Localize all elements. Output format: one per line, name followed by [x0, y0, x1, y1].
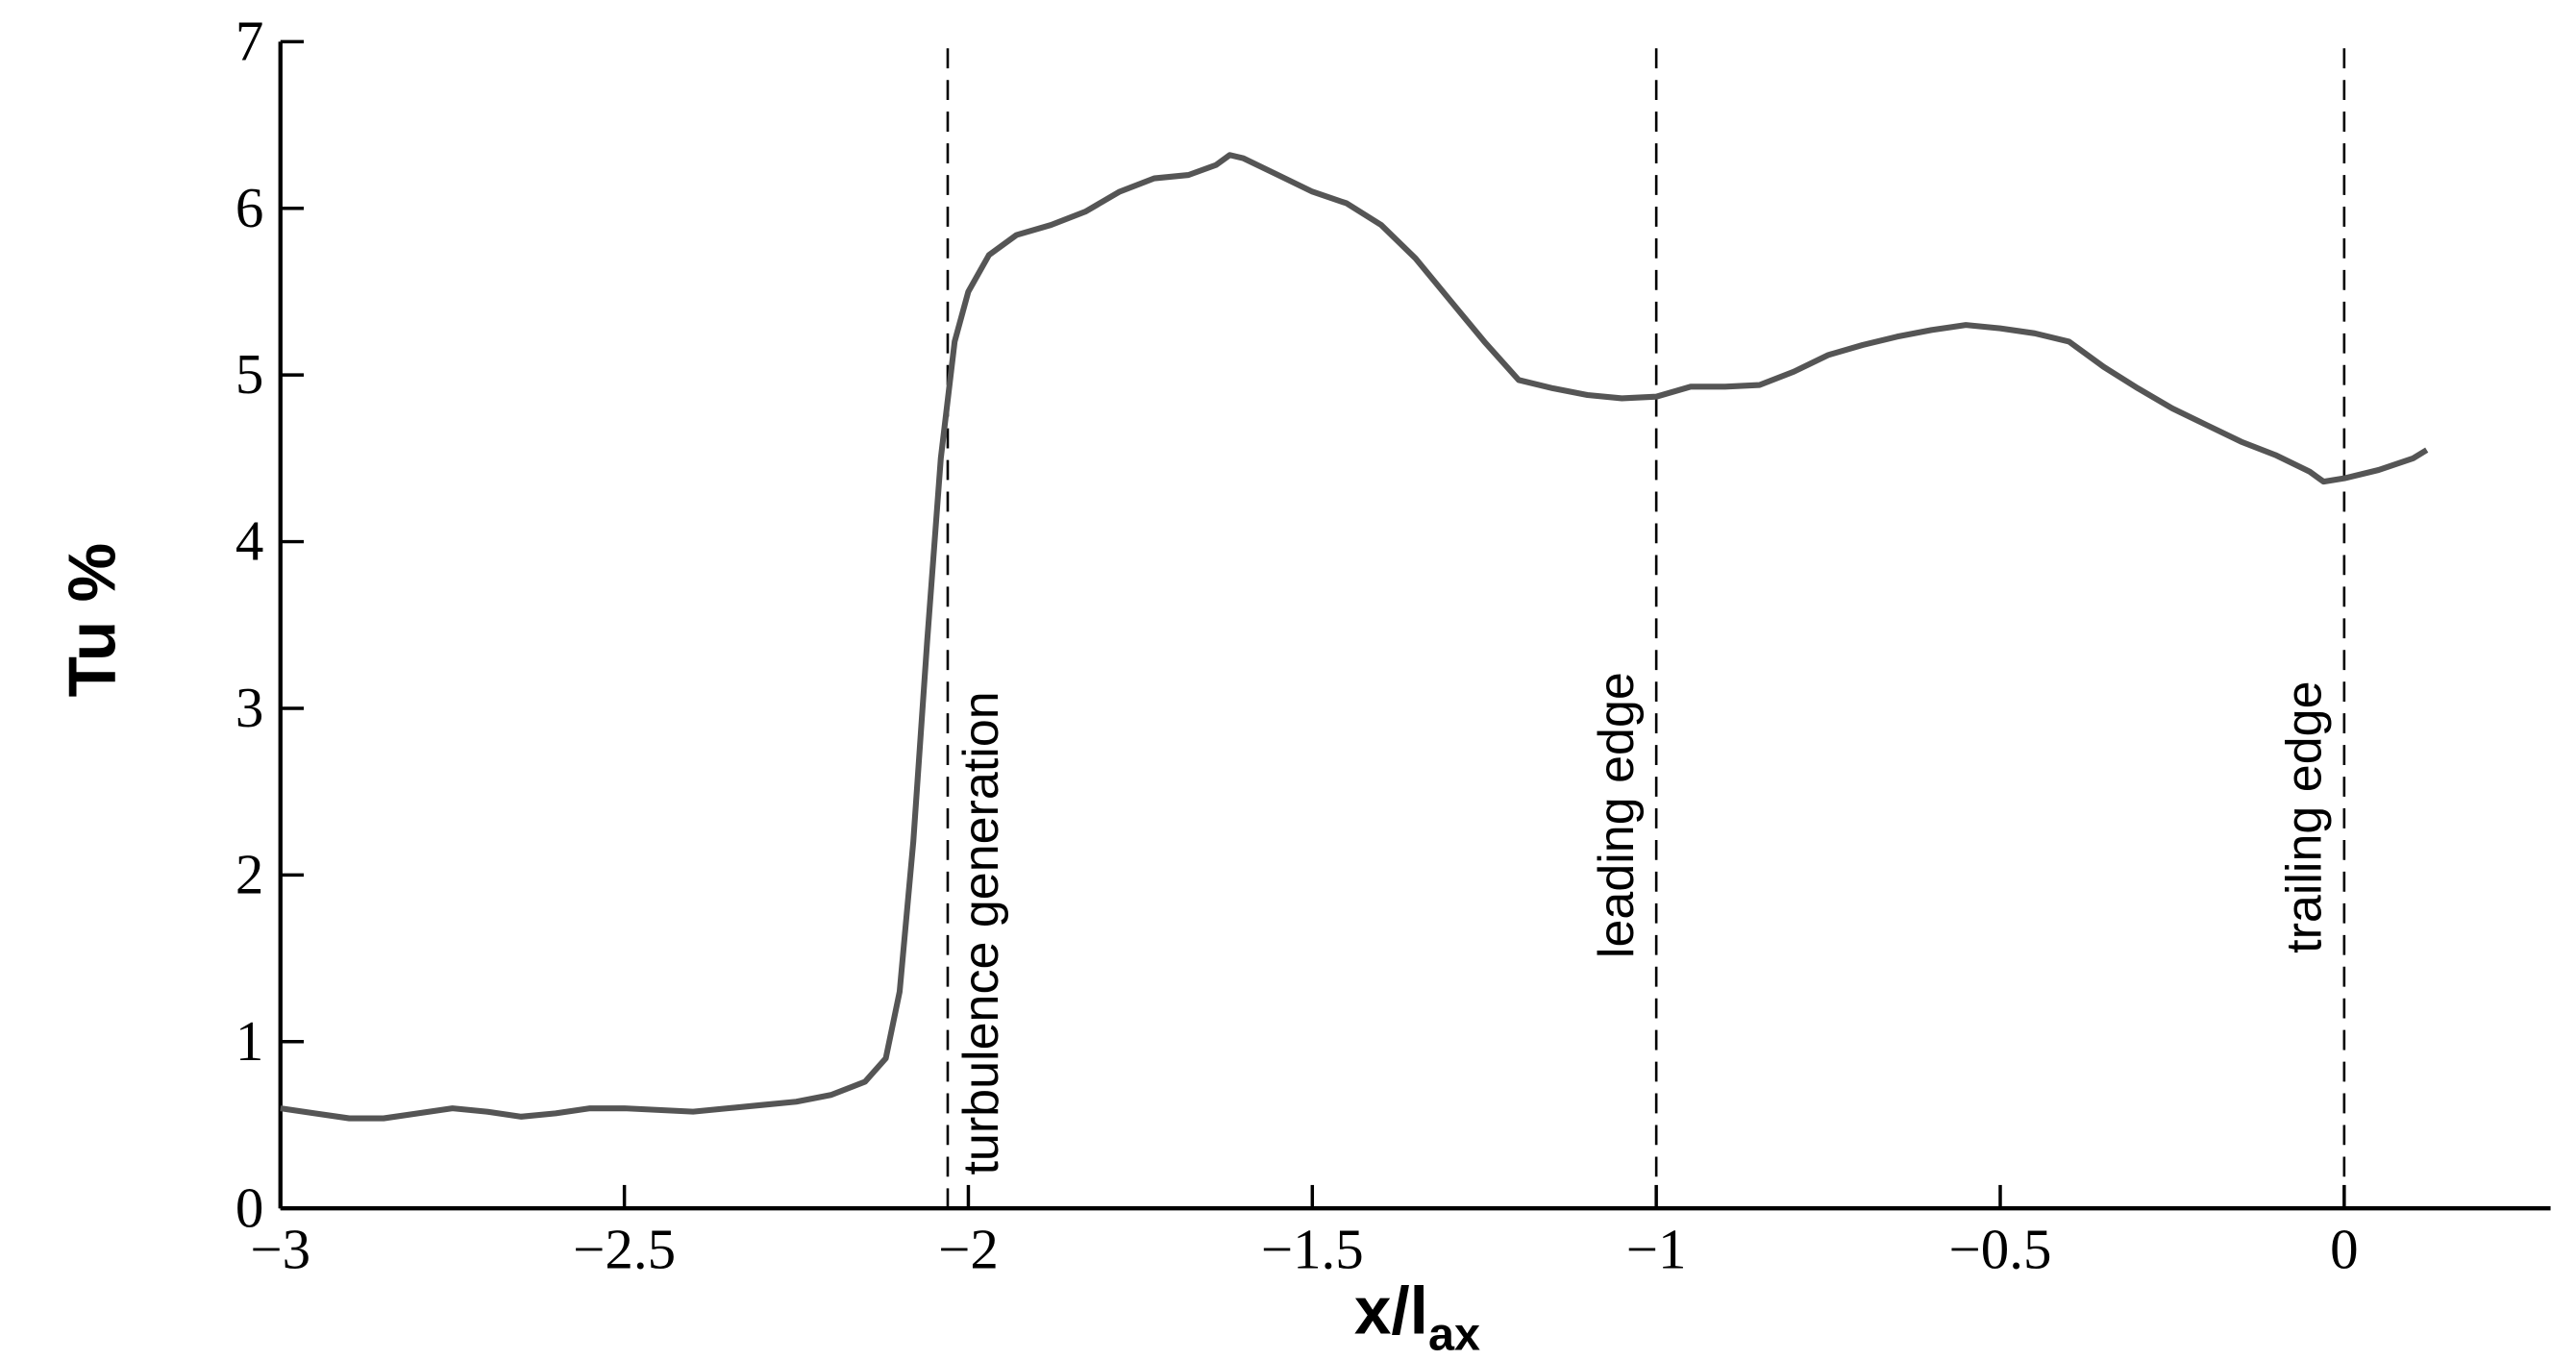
x-axis-label: x/lax: [1354, 1273, 1480, 1360]
y-tick-label: 6: [235, 176, 263, 239]
x-tick-label: −2: [938, 1218, 999, 1281]
reference-label: turbulence generation: [954, 691, 1009, 1175]
y-tick-label: 4: [235, 509, 263, 573]
x-tick-label: 0: [2330, 1218, 2358, 1281]
x-axis-label-sub: ax: [1428, 1309, 1480, 1360]
x-tick-label: −2.5: [573, 1218, 676, 1281]
y-tick-label: 7: [235, 9, 263, 72]
y-tick-label: 3: [235, 676, 263, 739]
y-tick-label: 0: [235, 1175, 263, 1239]
x-tick-label: −3: [250, 1218, 310, 1281]
y-axis-label: Tu %: [54, 543, 129, 698]
x-tick-label: −1.5: [1261, 1218, 1364, 1281]
x-tick-label: −1: [1626, 1218, 1687, 1281]
y-tick-label: 2: [235, 842, 263, 905]
reference-label: leading edge: [1589, 672, 1645, 958]
x-axis-label-main: x/l: [1354, 1273, 1428, 1348]
y-tick-label: 5: [235, 342, 263, 406]
x-tick-label: −0.5: [1949, 1218, 2052, 1281]
y-tick-label: 1: [235, 1009, 263, 1073]
data-line: [280, 152, 2429, 1122]
reference-label: trailing edge: [2277, 680, 2333, 952]
